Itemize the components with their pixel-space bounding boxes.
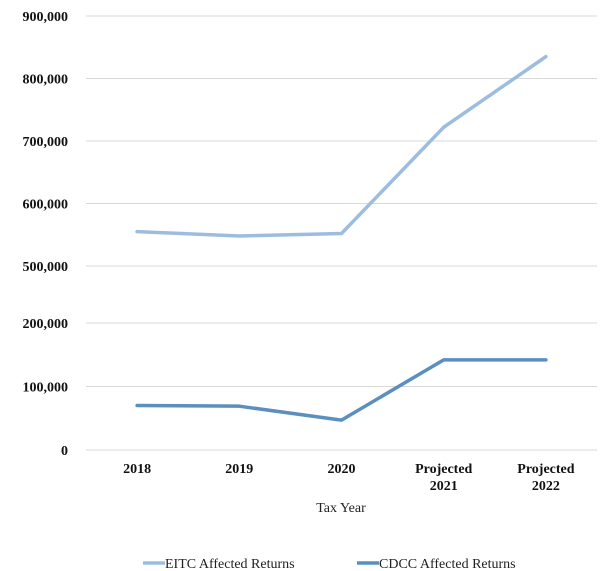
y-tick-label: 0 <box>61 444 68 459</box>
legend-label: EITC Affected Returns <box>165 557 295 571</box>
y-tick-label: 200,000 <box>23 317 69 332</box>
series-line <box>135 54 548 238</box>
y-tick-label: 100,000 <box>23 381 69 396</box>
x-tick-label: Projected 2021 <box>415 462 472 494</box>
y-tick-label: 500,000 <box>23 260 69 275</box>
x-tick-label: 2020 <box>328 462 356 477</box>
y-tick-label: 800,000 <box>23 73 69 88</box>
y-tick-label: 900,000 <box>23 10 69 25</box>
series-lines <box>135 54 548 422</box>
y-tick-label: 700,000 <box>23 135 69 150</box>
gridlines <box>86 15 597 451</box>
y-tick-label: 600,000 <box>23 198 69 213</box>
x-tick-label: 2018 <box>123 462 151 477</box>
y-axis-ticks: 0 100,000 200,000 500,000 600,000 700,000 800,… <box>23 10 69 459</box>
legend: EITC Affected Returns CDCC Affected Retur… <box>143 557 516 571</box>
x-axis-ticks: 2018 2019 2020 Projected 2021 Projected 2022 <box>123 462 575 494</box>
series-line <box>135 358 548 422</box>
x-tick-label: 2019 <box>225 462 253 477</box>
x-tick-label: Projected 2022 <box>517 462 574 494</box>
legend-label: CDCC Affected Returns <box>379 557 516 571</box>
x-axis-title: Tax Year <box>316 501 366 516</box>
